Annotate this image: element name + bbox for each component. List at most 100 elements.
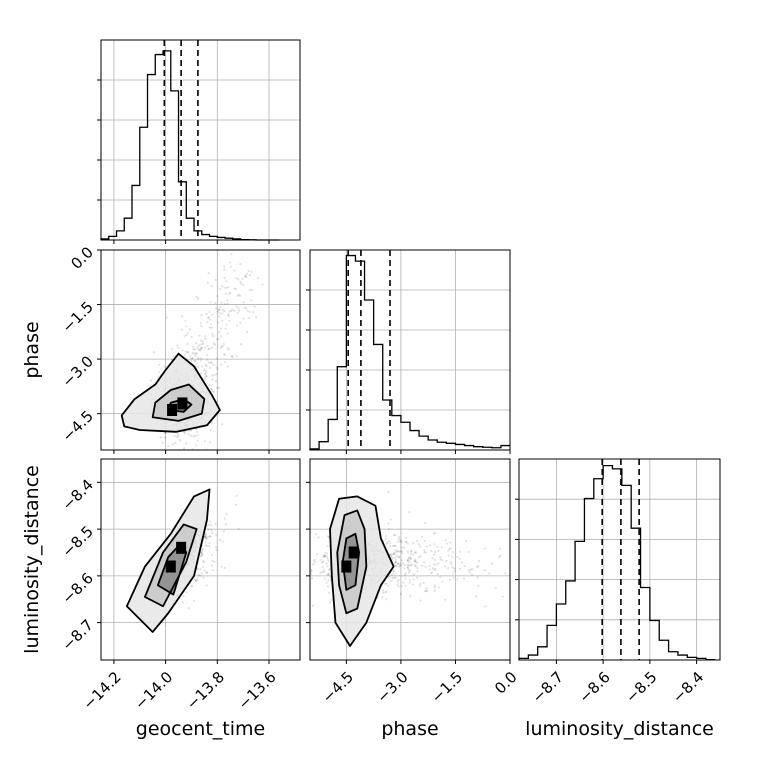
sample-point — [190, 585, 193, 588]
sample-point — [394, 576, 397, 579]
sample-point — [218, 308, 221, 311]
sample-point — [392, 569, 395, 573]
sample-point — [185, 442, 188, 445]
sample-point — [165, 316, 168, 319]
sample-point — [433, 553, 436, 556]
sample-point — [394, 549, 397, 552]
sample-point — [242, 301, 245, 304]
sample-point — [326, 552, 329, 555]
sample-point — [323, 577, 326, 580]
sample-point — [471, 568, 474, 571]
sample-point — [326, 573, 329, 576]
sample-point — [416, 569, 419, 573]
sample-point — [219, 306, 222, 309]
sample-point — [325, 562, 328, 565]
sample-point — [400, 539, 403, 542]
sample-point — [399, 592, 402, 596]
sample-point — [456, 578, 459, 581]
sample-point — [391, 556, 394, 559]
sample-point — [203, 346, 207, 349]
contour-level-3 — [341, 532, 360, 591]
sample-point — [225, 323, 228, 326]
sample-point — [499, 547, 502, 551]
sample-point — [205, 536, 208, 539]
sample-point — [402, 546, 405, 549]
sample-point — [202, 566, 205, 569]
sample-point — [421, 535, 424, 538]
sample-point — [319, 558, 322, 561]
sample-point — [327, 579, 330, 582]
sample-point — [447, 554, 450, 557]
contour-level-1 — [125, 488, 211, 633]
sample-point — [164, 431, 167, 435]
panel-background — [101, 459, 300, 660]
sample-point — [433, 543, 436, 546]
sample-point — [203, 560, 206, 564]
sample-point — [239, 280, 242, 284]
sample-point — [203, 440, 206, 443]
sample-point — [208, 441, 211, 444]
sample-point — [310, 572, 313, 575]
sample-point — [216, 386, 219, 389]
sample-point — [398, 550, 401, 553]
sample-point — [408, 578, 411, 581]
sample-point — [221, 319, 224, 323]
sample-point — [228, 319, 231, 322]
sample-point — [430, 549, 433, 552]
sample-point — [423, 560, 426, 564]
sample-point — [400, 546, 403, 549]
sample-point — [252, 311, 255, 314]
sample-point — [222, 343, 225, 346]
sample-point — [404, 540, 408, 543]
panel-frame — [518, 458, 721, 661]
sample-point — [441, 580, 444, 583]
sample-point — [220, 345, 223, 348]
sample-point — [424, 565, 427, 569]
sample-point — [229, 265, 232, 268]
sample-point — [400, 550, 403, 553]
sample-point — [183, 430, 186, 433]
histogram-phase — [309, 254, 510, 450]
sample-point — [206, 321, 209, 324]
sample-point — [205, 571, 208, 574]
sample-point — [389, 542, 392, 545]
sample-point — [406, 565, 409, 568]
sample-point — [397, 550, 400, 553]
sample-point — [204, 534, 207, 537]
sample-point — [185, 333, 188, 337]
sample-point — [216, 338, 219, 341]
sample-point — [210, 422, 213, 425]
sample-point — [209, 520, 212, 524]
sample-point — [325, 555, 329, 558]
sample-point — [393, 533, 396, 536]
sample-point — [434, 551, 437, 554]
sample-point — [225, 280, 228, 283]
sample-point — [231, 355, 234, 358]
sample-point — [387, 490, 390, 493]
sample-point — [319, 571, 322, 575]
sample-point — [398, 539, 402, 542]
sample-point — [198, 348, 201, 351]
sample-point — [393, 561, 397, 564]
sample-point — [450, 529, 453, 532]
sample-point — [183, 432, 186, 435]
sample-point — [498, 556, 501, 559]
sample-point — [235, 305, 239, 308]
sample-point — [214, 380, 218, 383]
sample-point — [210, 529, 213, 532]
sample-point — [191, 351, 194, 355]
sample-point — [328, 568, 331, 572]
sample-point — [174, 441, 177, 445]
sample-point — [396, 540, 399, 543]
sample-point — [406, 558, 409, 561]
sample-point — [384, 582, 388, 585]
sample-point — [416, 561, 419, 564]
sample-point — [415, 576, 419, 579]
sample-point — [398, 535, 401, 539]
sample-point — [418, 545, 421, 548]
sample-point — [210, 531, 213, 535]
sample-point — [152, 351, 155, 354]
sample-point — [328, 601, 332, 604]
sample-point — [440, 546, 443, 549]
sample-point — [209, 523, 213, 527]
